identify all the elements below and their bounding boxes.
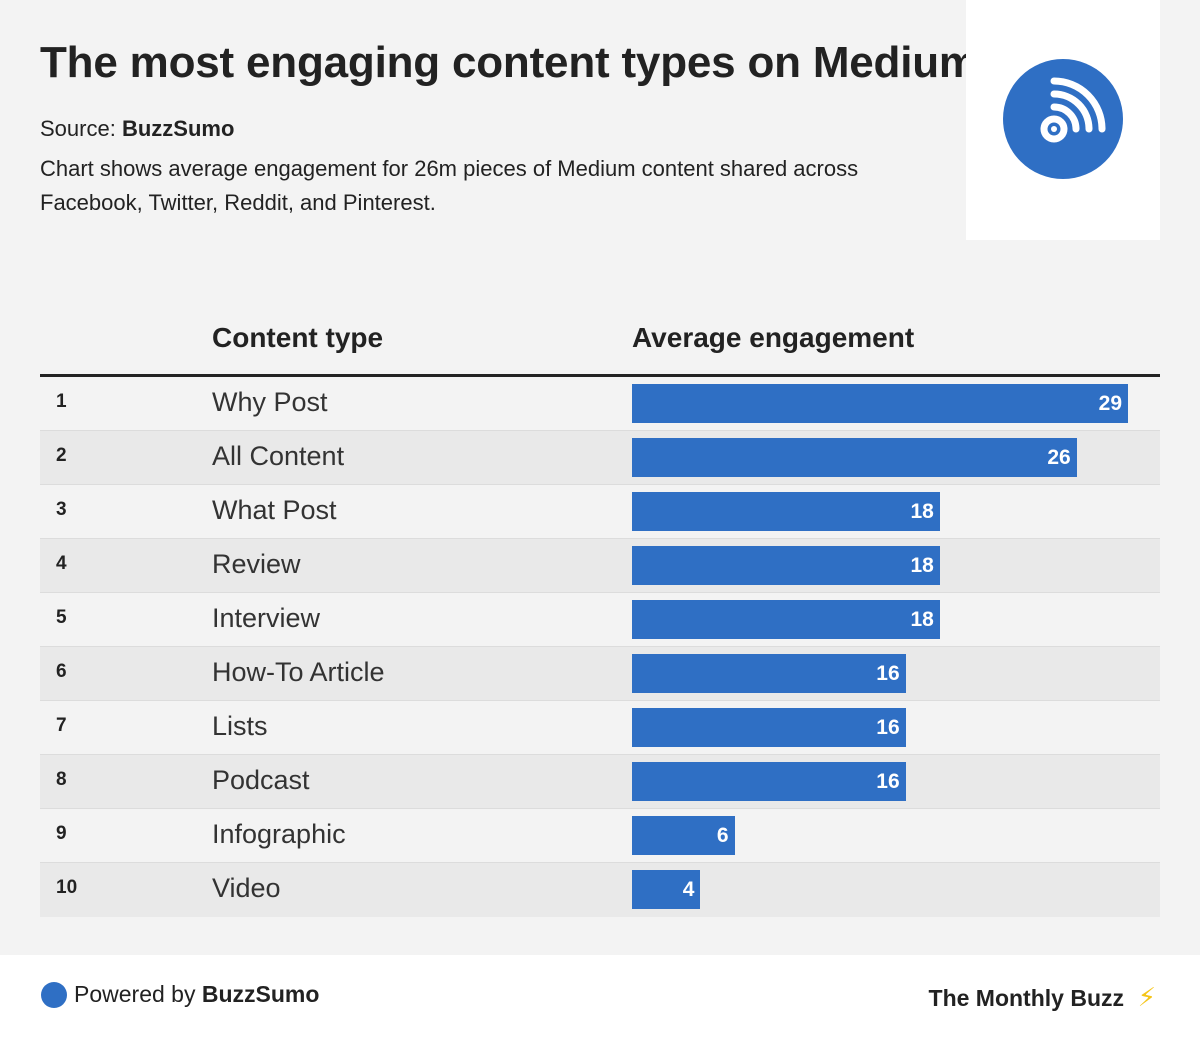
table-row: 6 How-To Article 16: [40, 647, 1160, 701]
bar: [632, 492, 940, 531]
lightning-bolt-icon: ⚡: [1137, 982, 1156, 1012]
buzzsumo-dot-icon: [41, 982, 67, 1008]
bar-value-label: 6: [716, 824, 729, 847]
bar-value-label: 18: [910, 554, 934, 577]
source-name: BuzzSumo: [121, 116, 235, 141]
bar: [632, 708, 906, 747]
rank-label: 5: [56, 607, 67, 628]
chart-title: The most engaging content types on Mediu…: [40, 38, 978, 87]
table-row: 10 Video 4: [40, 863, 1160, 917]
rank-label: 6: [56, 661, 67, 682]
rank-label: 1: [56, 391, 67, 412]
bar: [632, 816, 735, 855]
powered-prefix: Powered by: [74, 981, 196, 1007]
bar-value-label: 16: [876, 662, 900, 685]
category-label: What Post: [212, 495, 337, 525]
bar: [632, 762, 906, 801]
category-label: Interview: [212, 603, 321, 633]
table-row: 3 What Post 18: [40, 485, 1160, 539]
category-label: Review: [212, 549, 301, 579]
source-line: Source: BuzzSumo: [40, 116, 234, 142]
category-label: Lists: [212, 711, 268, 741]
bar-value-label: 16: [876, 770, 900, 793]
table-row: 7 Lists 16: [40, 701, 1160, 755]
column-header-average-engagement: Average engagement: [632, 322, 915, 353]
bar: [632, 546, 940, 585]
header-divider: [40, 374, 1160, 377]
table-row: 9 Infographic 6: [40, 809, 1160, 863]
rank-label: 10: [56, 877, 78, 898]
rank-label: 2: [56, 445, 67, 466]
bar: [632, 384, 1128, 423]
rank-label: 9: [56, 823, 67, 844]
category-label: Infographic: [212, 819, 346, 849]
category-label: Why Post: [212, 387, 328, 417]
bar-value-label: 26: [1047, 446, 1071, 469]
table-row: 1 Why Post 29: [40, 377, 1160, 431]
powered-brand: BuzzSumo: [201, 981, 320, 1007]
category-label: Video: [212, 873, 281, 903]
bar: [632, 438, 1077, 477]
rank-label: 8: [56, 769, 67, 790]
bar: [632, 870, 701, 909]
category-label: All Content: [212, 441, 345, 471]
category-label: How-To Article: [212, 657, 385, 687]
table-row: 4 Review 18: [40, 539, 1160, 593]
table-row: 2 All Content 26: [40, 431, 1160, 485]
bar: [632, 600, 940, 639]
newsletter-name: The Monthly Buzz: [928, 985, 1124, 1011]
bar-value-label: 4: [682, 878, 695, 901]
chart-subtitle: Chart shows average engagement for 26m p…: [40, 156, 859, 215]
powered-by: Powered by BuzzSumo: [74, 981, 319, 1008]
category-label: Podcast: [212, 765, 310, 795]
bar-value-label: 29: [1098, 392, 1122, 415]
bar-value-label: 16: [876, 716, 900, 739]
rank-label: 4: [56, 553, 67, 574]
chart-rows: 1 Why Post 29 2 All Content 26 3 What Post 18 4 Re…: [40, 377, 1160, 917]
source-label: Source:: [40, 116, 116, 141]
column-header-content-type: Content type: [212, 322, 384, 353]
bar-value-label: 18: [910, 608, 934, 631]
rank-label: 3: [56, 499, 67, 520]
footer: Powered by BuzzSumo The Monthly Buzz ⚡: [0, 955, 1200, 1038]
rss-feed-icon: [1003, 59, 1123, 179]
table-row: 5 Interview 18: [40, 593, 1160, 647]
logo-panel: [966, 0, 1160, 240]
bar-value-label: 18: [910, 500, 934, 523]
bar: [632, 654, 906, 693]
table-row: 8 Podcast 16: [40, 755, 1160, 809]
rank-label: 7: [56, 715, 67, 736]
